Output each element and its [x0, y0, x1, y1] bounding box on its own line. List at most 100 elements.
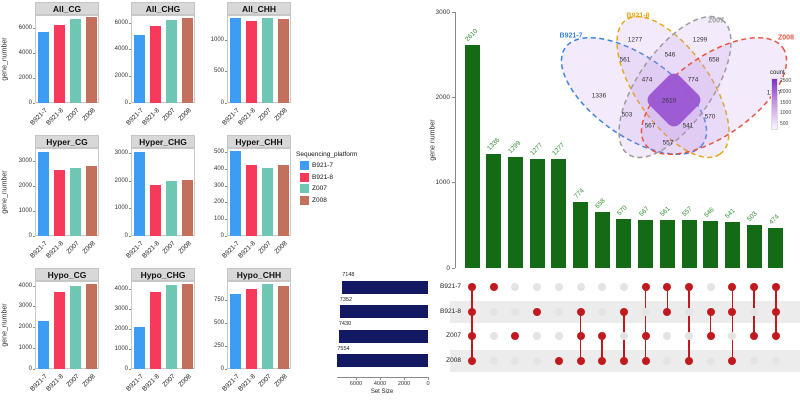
- facet-title: All_CHH: [227, 2, 291, 15]
- bar: [53, 170, 65, 236]
- y-tick-label: 1000: [114, 205, 128, 211]
- set-size-tick-mark: [379, 377, 381, 380]
- matrix-dot-filled: [468, 307, 476, 316]
- y-tick-mark: [224, 323, 227, 325]
- y-tick-mark: [32, 327, 35, 329]
- matrix-dot-empty: [489, 332, 498, 340]
- venn-set-label: B921-8: [626, 12, 650, 20]
- x-tick-label: Z007: [65, 107, 81, 123]
- venn-region-count: 503: [621, 111, 633, 119]
- y-tick-mark: [32, 185, 35, 187]
- intersection-bar: [616, 219, 632, 268]
- bar: [165, 284, 177, 369]
- y-tick-label: 6000: [18, 25, 32, 32]
- matrix-dot-filled: [685, 283, 693, 291]
- bar: [261, 17, 273, 103]
- intersection-bar-label: 567: [637, 204, 651, 218]
- bar: [277, 18, 289, 103]
- intersection-bar: [551, 159, 567, 268]
- venn-center-region: [647, 73, 701, 127]
- upset-y-tick-label: 3000: [435, 8, 450, 16]
- intersection-bar-label: 1336: [485, 136, 501, 152]
- y-tick-mark: [224, 345, 227, 347]
- facet-panel-Hypo_CHG: Hypo_CHG 0 1000 2000 3000 4000 B921-7 B921-8 Z00…: [104, 268, 196, 399]
- matrix-dot-empty: [489, 356, 498, 365]
- upset-y-tick-label: 0: [446, 264, 450, 272]
- facet-title: Hyper_CHH: [227, 135, 291, 148]
- intersection-bar-label: 546: [702, 206, 716, 220]
- y-tick-label: 1000: [210, 36, 224, 43]
- venn-region-count: 561: [619, 56, 631, 64]
- x-tick-label: Z007: [161, 240, 177, 256]
- bar: [277, 164, 289, 236]
- set-size-bar: [337, 354, 428, 367]
- matrix-dot-empty: [750, 307, 759, 316]
- facet-title: Hypo_CHH: [227, 268, 291, 281]
- x-tick-label: B921-7: [221, 240, 241, 260]
- bar: [69, 286, 81, 369]
- y-axis-title: gene_number: [1, 303, 9, 347]
- x-tick-label: Z007: [257, 107, 273, 123]
- x-tick-label: Z007: [65, 240, 81, 256]
- y-tick-label: 750: [213, 297, 224, 304]
- bar: [37, 151, 49, 236]
- bar: [149, 26, 161, 103]
- x-tick-label: Z008: [177, 240, 193, 256]
- y-tick-label: 0: [220, 365, 224, 372]
- facet-legend: Sequencing_platform B921-7 B921-8 Z007 Z008: [296, 151, 366, 221]
- bar: [149, 291, 161, 369]
- matrix-dot-empty: [663, 332, 672, 340]
- y-tick-label: 6000: [114, 19, 128, 26]
- x-tick-label: Z008: [177, 107, 193, 123]
- matrix-dot-filled: [706, 307, 715, 316]
- intersection-bar-label: 474: [767, 212, 781, 226]
- intersection-bar-label: 557: [681, 205, 694, 219]
- matrix-connector: [709, 311, 712, 336]
- facet-panel-All_CHH: All_CHH 0 500 1000 B921-7 B921-8 Z007 Z008: [200, 2, 292, 133]
- intersection-bar-label: 774: [572, 187, 586, 200]
- matrix-dot-empty: [663, 356, 672, 365]
- matrix-row-label: B921-8: [440, 307, 461, 315]
- intersection-bar: [507, 157, 523, 268]
- intersection-bar: [464, 45, 480, 268]
- y-tick-label: 500: [213, 320, 224, 327]
- legend-item-label: Z008: [312, 196, 327, 204]
- y-tick-mark: [224, 71, 227, 73]
- matrix-dot-filled: [576, 332, 585, 340]
- y-tick-mark: [224, 235, 227, 237]
- facet-panel-All_CG: All_CG 0 2000 4000 6000 B921-7 B921-8 Z007 Z008: [8, 2, 100, 133]
- facet-panel-Hyper_CHH: Hyper_CHH 0 100 200 300 400 500 B921-7 B921-8 Z00…: [200, 135, 292, 266]
- venn-set-label: Z008: [778, 34, 794, 42]
- bar: [245, 20, 257, 103]
- bar: [181, 283, 193, 369]
- y-tick-label: 0: [124, 232, 128, 239]
- set-size-tick-label: 0: [426, 381, 430, 387]
- venn-legend-tick-label: 1000: [780, 110, 792, 117]
- matrix-dot-filled: [468, 356, 476, 365]
- x-tick-label: B921-8: [237, 107, 257, 127]
- y-axis-title: gene_number: [1, 170, 9, 214]
- y-tick-mark: [128, 102, 131, 104]
- y-tick-label: 2000: [18, 182, 32, 189]
- bar: [261, 283, 273, 369]
- set-size-value: 7148: [342, 272, 355, 278]
- x-tick-label: Z007: [161, 373, 177, 389]
- intersection-bar-label: 2610: [464, 28, 480, 44]
- facet-legend-items: B921-7 B921-8 Z007 Z008: [300, 161, 364, 209]
- legend-item-label: Z007: [312, 185, 327, 192]
- y-tick-mark: [128, 309, 131, 311]
- matrix-dot-empty: [511, 307, 520, 316]
- facet-title: Hyper_CHG: [131, 135, 195, 148]
- venn-region-count: 567: [644, 122, 656, 130]
- y-tick-mark: [128, 328, 131, 330]
- venn-region-count: 1299: [692, 36, 708, 44]
- upset-y-tick-mark: [451, 267, 455, 269]
- facet-panel-Hypo_CG: Hypo_CG 0 1000 2000 3000 4000 B921-7 B921-8 Z007…: [8, 268, 100, 399]
- facet-title: All_CHG: [131, 2, 195, 15]
- venn-legend-tick-label: 500: [780, 121, 789, 128]
- y-tick-label: 0: [28, 365, 32, 372]
- bar: [181, 18, 193, 103]
- matrix-dot-empty: [750, 356, 759, 365]
- venn-region-count: 570: [704, 113, 716, 121]
